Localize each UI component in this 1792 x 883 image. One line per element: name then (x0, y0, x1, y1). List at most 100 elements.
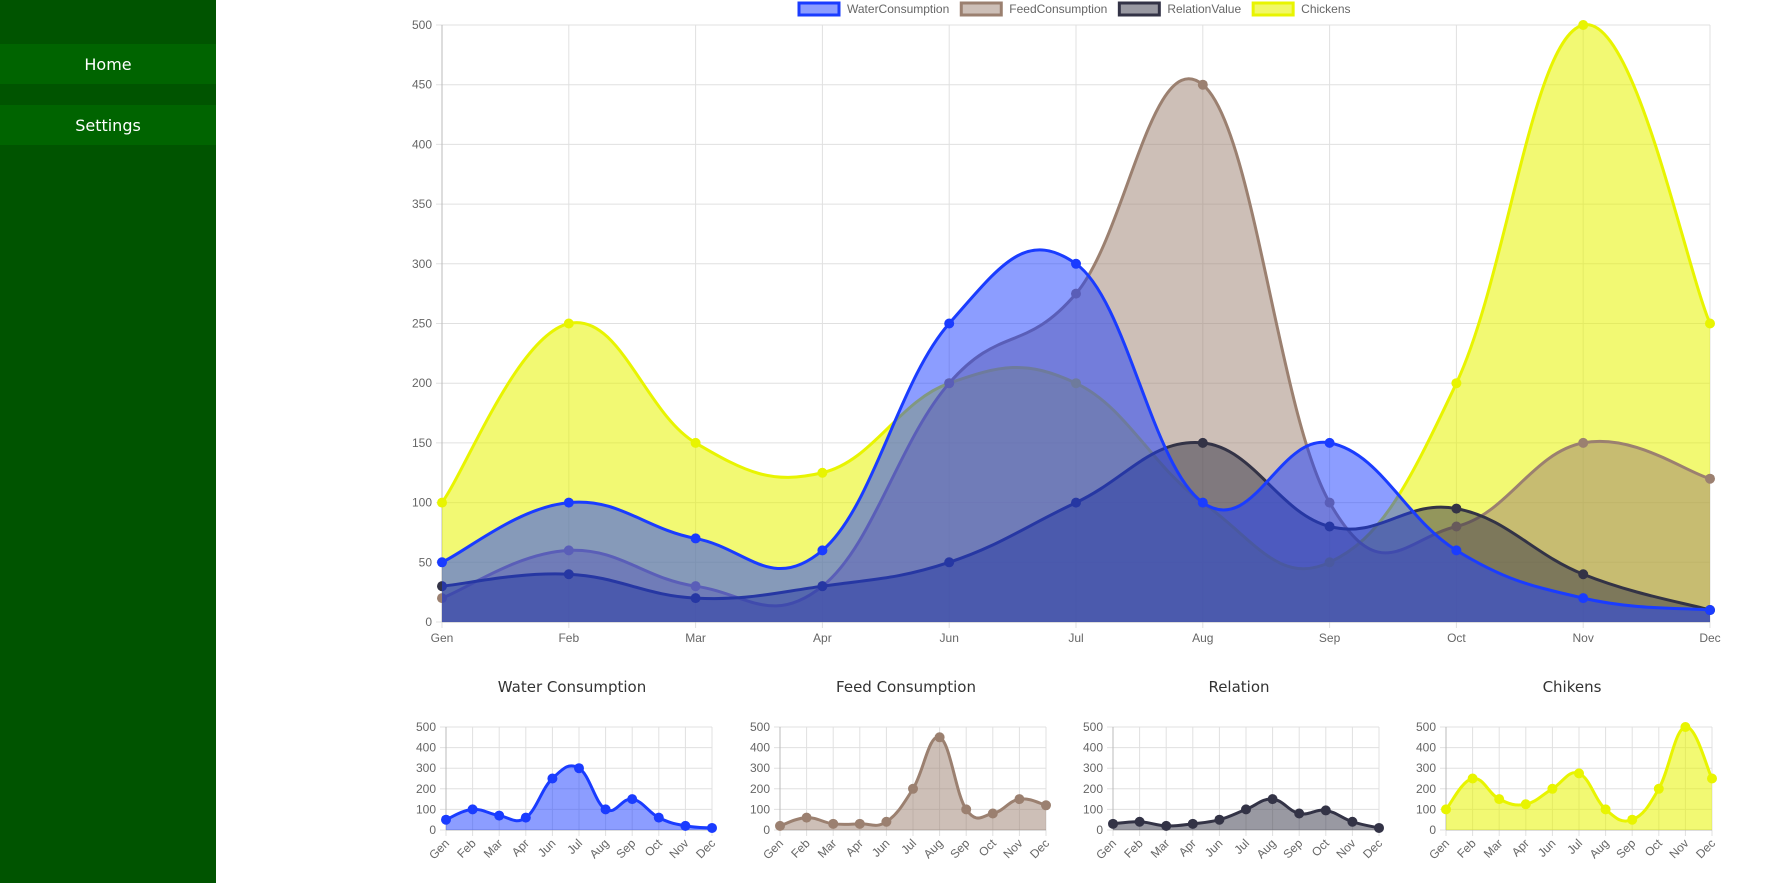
data-point-chickens[interactable] (1627, 814, 1638, 825)
legend-item-relation[interactable]: RelationValue (1117, 1, 1241, 17)
data-point-water[interactable] (467, 804, 478, 815)
data-point-water[interactable] (627, 794, 638, 805)
data-point-water[interactable] (1324, 437, 1335, 448)
x-tick-label: Jun (869, 836, 893, 860)
data-point-feed[interactable] (1014, 794, 1025, 805)
data-point-chickens[interactable] (1467, 773, 1478, 784)
data-point-chickens[interactable] (1441, 804, 1451, 815)
x-tick-label: Feb (788, 836, 813, 861)
data-point-feed[interactable] (1041, 800, 1051, 811)
legend-item-feed[interactable]: FeedConsumption (959, 1, 1107, 17)
data-point-chickens[interactable] (437, 497, 447, 508)
legend-item-water[interactable]: WaterConsumption (797, 1, 949, 17)
x-tick-label: Oct (1642, 836, 1666, 860)
data-point-relation[interactable] (1108, 818, 1118, 829)
data-point-relation[interactable] (1294, 808, 1305, 819)
data-point-water[interactable] (437, 557, 447, 568)
data-point-water[interactable] (707, 822, 717, 833)
data-point-water[interactable] (653, 812, 664, 823)
data-point-relation[interactable] (1214, 814, 1225, 825)
data-point-water[interactable] (1705, 605, 1715, 616)
data-point-feed[interactable] (1197, 79, 1208, 90)
x-tick-label: Gen (760, 836, 786, 862)
data-point-relation[interactable] (1578, 569, 1589, 580)
x-tick-label: Nov (1667, 836, 1692, 861)
data-point-relation[interactable] (1161, 820, 1172, 831)
data-point-relation[interactable] (1134, 816, 1145, 827)
data-point-feed[interactable] (908, 783, 918, 794)
data-point-relation[interactable] (1451, 503, 1462, 514)
data-point-chickens[interactable] (1653, 783, 1664, 794)
data-point-water[interactable] (1071, 258, 1081, 269)
y-tick-label: 400 (750, 741, 770, 755)
data-point-feed[interactable] (1705, 473, 1715, 484)
x-tick-label: Apr (813, 631, 832, 645)
sidebar-item-settings[interactable]: Settings (0, 105, 216, 145)
data-point-relation[interactable] (1197, 437, 1208, 448)
data-point-water[interactable] (1451, 545, 1462, 556)
water-consumption-chart: 0 100 200 300 400 500 Gen Feb Mar Apr Jun Jul Aug Sep… (416, 720, 718, 862)
y-tick-label: 350 (412, 197, 432, 211)
x-tick-label: Sep (1613, 836, 1638, 861)
y-tick-label: 150 (412, 436, 432, 450)
data-point-chickens[interactable] (1707, 773, 1717, 784)
data-point-feed[interactable] (1578, 437, 1589, 448)
data-point-feed[interactable] (828, 818, 839, 829)
y-tick-label: 100 (1083, 802, 1103, 816)
data-point-chickens[interactable] (1451, 378, 1462, 389)
data-point-chickens[interactable] (1578, 20, 1589, 30)
x-tick-label: Nov (1001, 836, 1026, 861)
data-point-chickens[interactable] (1600, 804, 1611, 815)
data-point-feed[interactable] (881, 816, 892, 827)
data-point-chickens[interactable] (1680, 722, 1691, 732)
data-point-feed[interactable] (987, 808, 998, 819)
data-point-water[interactable] (563, 497, 574, 508)
data-point-chickens[interactable] (563, 318, 574, 329)
x-tick-label: Nov (667, 836, 692, 861)
data-point-relation[interactable] (1347, 816, 1358, 827)
data-point-chickens[interactable] (690, 437, 701, 448)
x-tick-label: Dec (693, 836, 718, 861)
data-point-water[interactable] (520, 812, 531, 823)
data-point-chickens[interactable] (1494, 794, 1505, 805)
data-point-water[interactable] (1197, 497, 1208, 508)
data-point-chickens[interactable] (1547, 783, 1558, 794)
data-point-feed[interactable] (801, 812, 812, 823)
x-tick-label: Gen (1093, 836, 1119, 862)
sidebar-item-home[interactable]: Home (0, 44, 216, 84)
x-tick-label: Nov (1334, 836, 1359, 861)
data-point-feed[interactable] (775, 820, 785, 831)
y-tick-label: 100 (1416, 802, 1436, 816)
data-point-water[interactable] (494, 810, 505, 821)
data-point-feed[interactable] (961, 804, 972, 815)
relation-chart: 0 100 200 300 400 500 Gen Feb Mar Apr Jun Jul Aug Sep… (1083, 720, 1385, 862)
data-point-water[interactable] (944, 318, 955, 329)
y-tick-label: 400 (1416, 741, 1436, 755)
data-point-water[interactable] (1578, 593, 1589, 604)
data-point-relation[interactable] (1374, 822, 1384, 833)
data-point-feed[interactable] (854, 818, 865, 829)
data-point-water[interactable] (817, 545, 828, 556)
data-point-water[interactable] (547, 773, 558, 784)
data-point-water[interactable] (600, 804, 611, 815)
x-tick-label: Mar (1148, 836, 1173, 861)
data-point-water[interactable] (441, 814, 451, 825)
x-tick-label: Dec (1027, 836, 1052, 861)
legend-item-chickens[interactable]: Chickens (1251, 1, 1351, 17)
data-point-feed[interactable] (934, 732, 945, 743)
x-tick-label: Jun (1535, 836, 1559, 860)
data-point-chickens[interactable] (1520, 799, 1531, 810)
data-point-chickens[interactable] (1574, 768, 1584, 779)
data-point-relation[interactable] (1241, 804, 1251, 815)
data-point-water[interactable] (680, 820, 691, 831)
legend-label: Chickens (1301, 2, 1350, 16)
data-point-water[interactable] (690, 533, 701, 544)
data-point-chickens[interactable] (817, 467, 828, 478)
x-tick-label: Aug (1192, 631, 1213, 645)
data-point-relation[interactable] (1320, 805, 1331, 816)
y-tick-label: 450 (412, 78, 432, 92)
data-point-relation[interactable] (1187, 818, 1198, 829)
data-point-relation[interactable] (1267, 794, 1278, 805)
data-point-water[interactable] (574, 763, 584, 774)
data-point-chickens[interactable] (1705, 318, 1715, 329)
